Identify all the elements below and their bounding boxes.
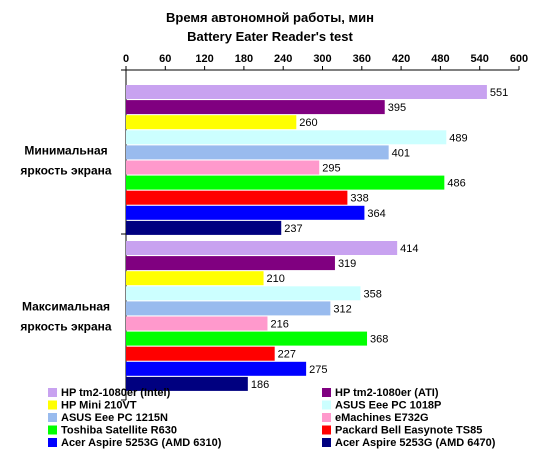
legend-swatch	[322, 400, 331, 410]
bar	[126, 100, 385, 115]
bar	[126, 190, 348, 205]
bar	[126, 85, 487, 99]
legend-label: HP Mini 210VT	[61, 400, 137, 412]
bar	[126, 115, 297, 130]
category-label: яркость экрана	[20, 320, 111, 334]
bar	[126, 220, 282, 235]
x-tick-label: 0	[123, 53, 129, 65]
legend-swatch	[322, 425, 331, 435]
data-label: 312	[333, 303, 351, 315]
data-label: 237	[284, 223, 302, 235]
legend-label: Toshiba Satellite R630	[61, 425, 177, 437]
bar	[126, 145, 389, 160]
x-tick-label: 600	[510, 53, 528, 65]
data-label: 401	[392, 147, 410, 159]
data-label: 486	[447, 178, 465, 190]
data-label: 260	[299, 117, 317, 129]
legend-label: Packard Bell Easynote TS85	[335, 425, 482, 437]
x-tick-label: 60	[159, 53, 171, 65]
bar	[126, 160, 320, 175]
data-label: 489	[449, 132, 467, 144]
bar	[126, 346, 275, 361]
legend-label: eMachines E732G	[335, 412, 429, 424]
bar	[126, 271, 264, 286]
legend-label: ASUS Eee PC 1018P	[335, 400, 441, 412]
data-label: 358	[363, 288, 381, 300]
data-label: 551	[490, 87, 508, 99]
legend-label: Acer Aspire 5253G (AMD 6470)	[335, 437, 496, 449]
x-tick-label: 240	[274, 53, 292, 65]
category-label: яркость экрана	[20, 164, 111, 178]
x-tick-label: 180	[235, 53, 253, 65]
legend-label: ASUS Eee PC 1215N	[61, 412, 168, 424]
bar	[126, 130, 447, 145]
bar	[126, 331, 368, 346]
data-label: 414	[400, 243, 418, 255]
category-label: Максимальная	[22, 300, 110, 314]
legend-label: Acer Aspire 5253G (AMD 6310)	[61, 437, 222, 449]
legend-swatch	[48, 388, 57, 397]
bar	[126, 175, 445, 190]
data-label: 338	[350, 193, 368, 205]
data-label: 275	[309, 364, 327, 376]
data-label: 368	[370, 334, 388, 346]
bar	[126, 205, 365, 220]
x-tick-label: 420	[392, 53, 410, 65]
x-tick-label: 120	[195, 53, 213, 65]
chart-subtitle: Battery Eater Reader's test	[187, 29, 353, 44]
legend-swatch	[48, 425, 57, 435]
axis-layer: 0 60 120 180 240 300 360 420 480 540 600 Минимальна…	[20, 53, 528, 401]
data-label: 364	[367, 208, 385, 220]
category-label: Минимальная	[24, 144, 107, 158]
data-label: 319	[338, 258, 356, 270]
x-tick-label: 540	[471, 53, 489, 65]
legend: HP tm2-1080er (Intel) HP tm2-1080er (ATI)…	[48, 387, 496, 449]
legend-swatch	[322, 388, 331, 397]
bar	[126, 286, 361, 301]
data-label: 295	[322, 163, 340, 175]
legend-label: HP tm2-1080er (ATI)	[335, 387, 439, 399]
bar	[126, 256, 335, 271]
data-label: 395	[388, 102, 406, 114]
data-label: 216	[270, 319, 288, 331]
x-tick-label: 300	[313, 53, 331, 65]
bar	[126, 361, 307, 376]
bar	[126, 301, 331, 316]
bars-layer: 551 414 395 319 260 210 489 358 401 312 295 216 486 3…	[126, 85, 508, 391]
chart-title: Время автономной работы, мин	[166, 10, 374, 25]
legend-swatch	[48, 400, 57, 410]
x-tick-label: 480	[431, 53, 449, 65]
legend-swatch	[48, 413, 57, 422]
bar	[126, 376, 248, 391]
data-label: 210	[267, 273, 285, 285]
data-label: 186	[251, 379, 269, 391]
data-label: 227	[278, 349, 296, 361]
legend-swatch	[322, 413, 331, 422]
legend-swatch	[322, 438, 331, 447]
bar	[126, 241, 398, 255]
legend-swatch	[48, 438, 57, 447]
legend-label: HP tm2-1080er (Intel)	[61, 387, 171, 399]
x-tick-label: 360	[353, 53, 371, 65]
bar	[126, 316, 268, 331]
